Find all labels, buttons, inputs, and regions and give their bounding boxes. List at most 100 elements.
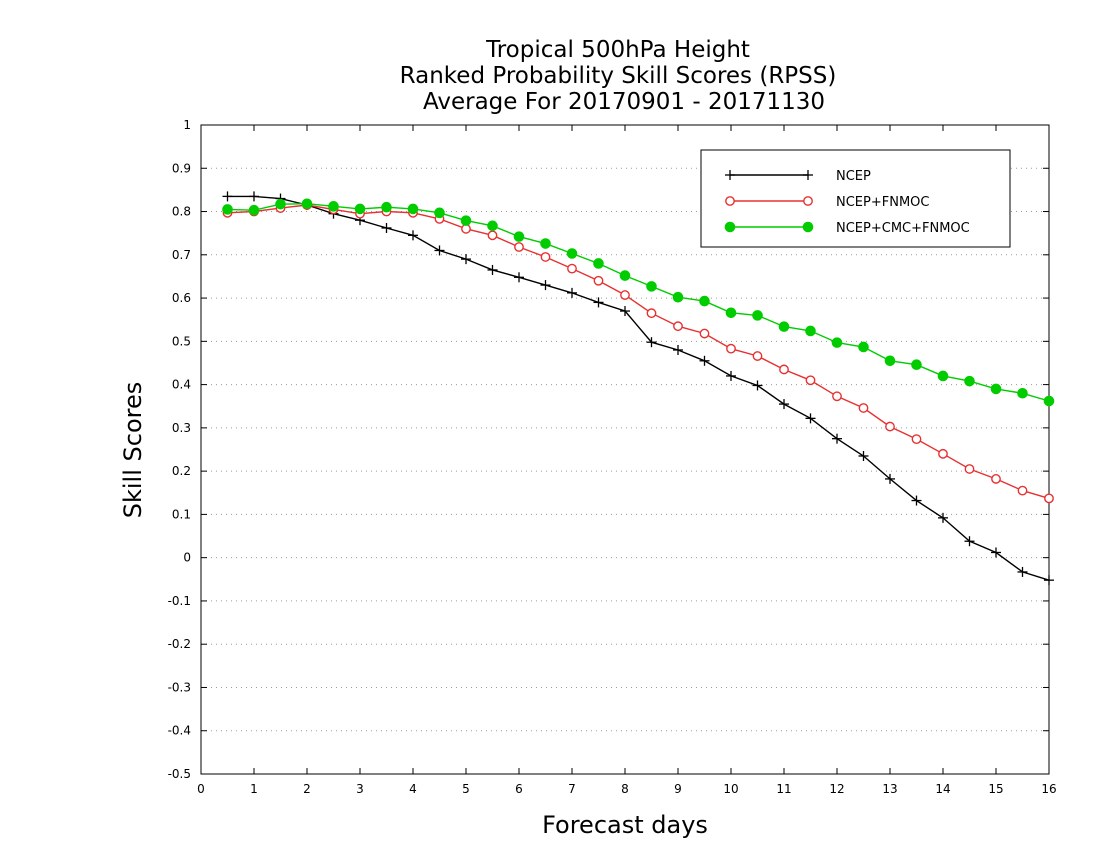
title-line-1: Tropical 500hPa Height	[485, 37, 750, 63]
legend-entry-ncep: NCEP	[725, 169, 871, 184]
data-point-plus	[938, 512, 948, 523]
data-point-open-circle	[858, 403, 869, 413]
legend-entries: NCEP NCEP+FNMOC NCEP+CMC+FNMOC	[724, 169, 970, 236]
data-point-filled-circle	[354, 203, 366, 215]
legend-box	[700, 149, 1011, 248]
data-point-plus	[911, 495, 922, 506]
data-point-filled-circle	[301, 198, 313, 210]
legend: NCEP NCEP+FNMOC NCEP+CMC+FNMOC	[700, 149, 1011, 248]
legend-label: NCEP	[836, 169, 871, 184]
data-point-filled-circle	[513, 231, 525, 242]
x-tick-label: 9	[674, 782, 682, 796]
x-tick-label: 0	[197, 782, 205, 796]
data-point-open-circle	[885, 421, 895, 432]
data-point-plus	[593, 297, 604, 308]
chart-title: Tropical 500hPa Height Ranked Probabilit…	[400, 37, 837, 115]
data-point-filled-circle	[248, 204, 260, 216]
data-point-filled-circle	[1043, 395, 1055, 407]
data-point-filled-circle	[699, 295, 710, 307]
data-point-open-circle	[1017, 485, 1028, 496]
data-point-filled-circle	[328, 201, 339, 212]
data-point-filled-circle	[805, 325, 816, 337]
data-point-open-circle	[593, 275, 604, 286]
data-point-filled-circle	[937, 370, 949, 382]
data-point-plus	[725, 170, 735, 180]
data-point-plus	[805, 413, 816, 424]
data-point-open-circle	[964, 464, 975, 474]
data-point-filled-circle	[381, 201, 392, 213]
y-tick-label: 0.4	[172, 378, 191, 392]
data-point-filled-circle	[487, 220, 498, 232]
data-point-plus	[726, 370, 736, 381]
data-point-open-circle	[673, 321, 683, 332]
data-point-filled-circle	[724, 221, 736, 233]
x-tick-label: 2	[303, 782, 311, 796]
data-point-filled-circle	[911, 359, 922, 370]
data-point-plus	[779, 399, 789, 410]
data-point-open-circle	[487, 230, 498, 241]
data-point-plus	[540, 280, 551, 291]
x-tick-label: 16	[1041, 782, 1056, 796]
x-tick-label: 10	[723, 782, 738, 796]
data-point-filled-circle	[566, 248, 578, 259]
data-point-plus	[620, 306, 630, 317]
y-tick-label: 0.7	[172, 248, 191, 262]
data-point-plus	[567, 287, 577, 298]
x-tick-label: 7	[568, 782, 576, 796]
data-point-plus	[646, 337, 657, 348]
data-point-open-circle	[1044, 493, 1054, 504]
y-tick-label: 0.8	[172, 205, 191, 219]
data-point-open-circle	[779, 364, 789, 375]
series-ncep-cmc-fnmoc	[222, 198, 1055, 407]
data-point-plus	[699, 355, 710, 366]
axis-ticks: -0.5 -0.4 -0.3 -0.2 -0.1 0 0.1 0.2 0.3 0.4 0.5 0.6 0…	[168, 118, 1057, 796]
legend-entry-ncep-cmc-fnmoc: NCEP+CMC+FNMOC	[724, 221, 970, 236]
x-tick-label: 14	[935, 782, 950, 796]
data-point-filled-circle	[619, 270, 631, 281]
data-point-plus	[381, 222, 392, 233]
gridlines	[201, 167, 1049, 732]
data-point-filled-circle	[831, 337, 843, 348]
data-point-open-circle	[725, 196, 735, 206]
data-point-filled-circle	[593, 258, 604, 269]
data-point-plus	[1044, 575, 1054, 586]
x-axis-title: Forecast days	[542, 811, 708, 839]
data-point-filled-circle	[802, 221, 814, 233]
y-tick-label: 1	[183, 118, 191, 132]
y-tick-label: 0.6	[172, 291, 191, 305]
data-point-open-circle	[567, 263, 577, 274]
data-point-filled-circle	[434, 207, 445, 219]
data-point-open-circle	[620, 290, 630, 300]
data-point-plus	[858, 450, 869, 461]
x-tick-label: 15	[988, 782, 1003, 796]
data-point-open-circle	[726, 343, 736, 354]
data-point-plus	[408, 230, 418, 241]
data-point-plus	[434, 245, 445, 256]
y-tick-label: -0.1	[168, 594, 191, 608]
data-point-open-circle	[646, 308, 657, 319]
x-tick-label: 8	[621, 782, 629, 796]
data-point-filled-circle	[1017, 387, 1028, 399]
y-tick-label: 0.5	[172, 334, 191, 348]
series-ncep	[222, 191, 1054, 586]
data-point-filled-circle	[752, 310, 763, 321]
data-point-filled-circle	[460, 215, 472, 226]
x-tick-label: 4	[409, 782, 417, 796]
series-line-ncep-fnmoc	[227, 204, 1050, 500]
data-point-plus	[752, 380, 763, 391]
data-point-filled-circle	[990, 383, 1002, 395]
series-layer	[222, 191, 1055, 586]
x-tick-label: 1	[250, 782, 258, 796]
data-point-open-circle	[699, 328, 710, 339]
data-point-open-circle	[752, 351, 763, 361]
data-point-plus	[964, 536, 975, 547]
data-point-plus	[803, 170, 813, 180]
x-tick-label: 5	[462, 782, 470, 796]
data-point-plus	[487, 264, 498, 275]
data-point-plus	[991, 547, 1001, 558]
data-point-filled-circle	[672, 291, 684, 303]
x-tick-label: 12	[829, 782, 844, 796]
x-tick-label: 6	[515, 782, 523, 796]
data-point-plus	[673, 344, 683, 355]
